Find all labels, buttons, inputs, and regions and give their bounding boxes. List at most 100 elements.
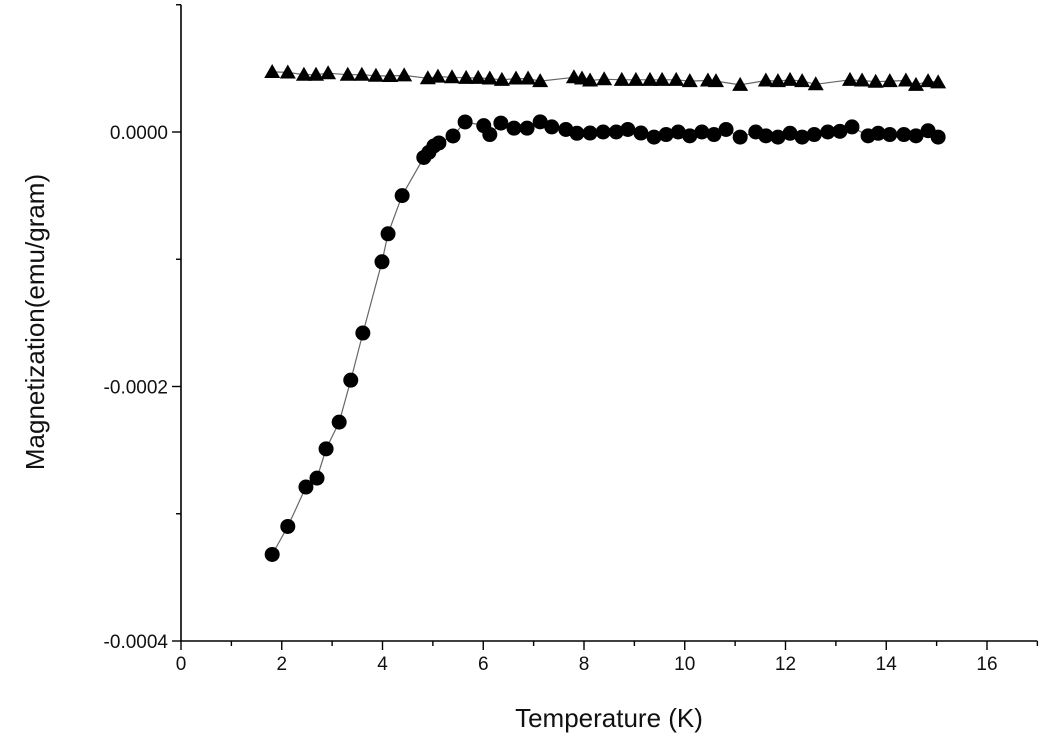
data-point-circle: [882, 127, 898, 143]
data-point-circle: [394, 188, 410, 204]
data-point-triangle: [264, 63, 281, 78]
data-point-triangle: [444, 69, 461, 84]
data-point-triangle: [481, 70, 498, 85]
data-point-circle: [820, 124, 836, 140]
x-tick-label: 16: [976, 654, 997, 675]
data-point-circle: [380, 226, 396, 242]
data-point-triangle: [339, 66, 356, 81]
data-point-circle: [870, 125, 886, 141]
data-point-circle: [309, 470, 325, 486]
data-point-circle: [930, 129, 946, 145]
data-point-circle: [718, 121, 734, 137]
data-point-triangle: [367, 67, 384, 82]
x-tick-label: 6: [478, 654, 489, 675]
data-point-circle: [318, 441, 334, 457]
data-point-triangle: [641, 71, 658, 86]
y-tick-label: -0.0002: [104, 378, 168, 399]
data-point-triangle: [867, 73, 884, 88]
data-point-circle: [493, 115, 509, 131]
x-tick-label: 14: [876, 654, 898, 675]
data-point-triangle: [807, 76, 824, 91]
data-point-triangle: [458, 69, 475, 84]
data-point-circle: [582, 125, 598, 141]
data-point-circle: [633, 125, 649, 141]
data-point-triangle: [532, 73, 549, 88]
x-tick-label: 10: [674, 654, 695, 675]
data-point-triangle: [279, 64, 296, 79]
data-point-triangle: [881, 73, 898, 88]
data-point-circle: [532, 114, 548, 130]
series-line: [271, 121, 939, 555]
data-point-circle: [806, 127, 822, 143]
data-point-circle: [908, 128, 924, 144]
data-point-circle: [646, 129, 662, 145]
data-point-circle: [896, 127, 912, 143]
data-point-triangle: [382, 68, 399, 83]
y-axis-label: Magnetization(emu/gram): [20, 174, 50, 470]
data-point-triangle: [920, 73, 937, 88]
data-point-circle: [569, 125, 585, 141]
data-point-circle: [794, 129, 810, 145]
x-axis-label: Temperature (K): [515, 703, 703, 733]
data-point-circle: [298, 479, 314, 495]
data-point-triangle: [493, 71, 510, 86]
x-tick-label: 2: [276, 654, 287, 675]
data-point-circle: [355, 325, 371, 341]
data-point-circle: [706, 127, 722, 143]
data-point-circle: [519, 120, 535, 136]
data-point-triangle: [613, 71, 630, 86]
data-point-circle: [758, 128, 774, 144]
data-point-circle: [832, 123, 848, 139]
circle-series: [264, 114, 946, 562]
data-point-triangle: [295, 66, 312, 81]
data-point-circle: [782, 125, 798, 141]
data-point-triangle: [396, 67, 413, 82]
data-point-circle: [732, 129, 748, 145]
data-point-triangle: [308, 66, 325, 81]
x-tick-label: 0: [176, 654, 187, 675]
data-point-circle: [431, 135, 447, 151]
data-point-triangle: [353, 66, 370, 81]
data-point-circle: [658, 127, 674, 143]
data-point-triangle: [582, 72, 599, 87]
data-point-circle: [844, 119, 860, 135]
data-point-triangle: [627, 71, 644, 86]
series: [264, 63, 947, 562]
data-point-triangle: [707, 73, 724, 88]
x-tick-label: 12: [775, 654, 796, 675]
x-tick-label: 8: [579, 654, 590, 675]
data-point-triangle: [668, 71, 685, 86]
data-point-circle: [445, 128, 461, 144]
data-point-circle: [457, 114, 473, 130]
y-tick-label: -0.0004: [104, 632, 169, 653]
data-point-circle: [620, 121, 636, 137]
data-point-triangle: [782, 71, 799, 86]
data-point-triangle: [854, 72, 871, 87]
data-point-circle: [608, 124, 624, 140]
data-point-circle: [694, 124, 710, 140]
data-point-circle: [770, 129, 786, 145]
data-point-triangle: [654, 71, 671, 86]
data-point-circle: [595, 124, 611, 140]
series-line: [272, 71, 939, 86]
data-point-circle: [670, 124, 686, 140]
data-point-triangle: [732, 76, 749, 91]
data-point-triangle: [897, 72, 914, 87]
data-point-circle: [331, 414, 347, 430]
data-point-triangle: [507, 70, 524, 85]
data-point-triangle: [757, 72, 774, 87]
data-point-triangle: [681, 73, 698, 88]
data-point-circle: [482, 127, 498, 143]
data-point-triangle: [470, 69, 487, 84]
data-point-circle: [280, 518, 296, 534]
triangle-series: [264, 63, 947, 91]
data-point-triangle: [596, 71, 613, 86]
data-point-circle: [343, 372, 359, 388]
data-point-triangle: [841, 71, 858, 86]
data-point-triangle: [520, 70, 537, 85]
data-point-circle: [506, 120, 522, 136]
data-point-triangle: [769, 73, 786, 88]
x-tick-label: 4: [377, 654, 388, 675]
data-point-triangle: [429, 68, 446, 83]
data-point-triangle: [907, 76, 924, 91]
